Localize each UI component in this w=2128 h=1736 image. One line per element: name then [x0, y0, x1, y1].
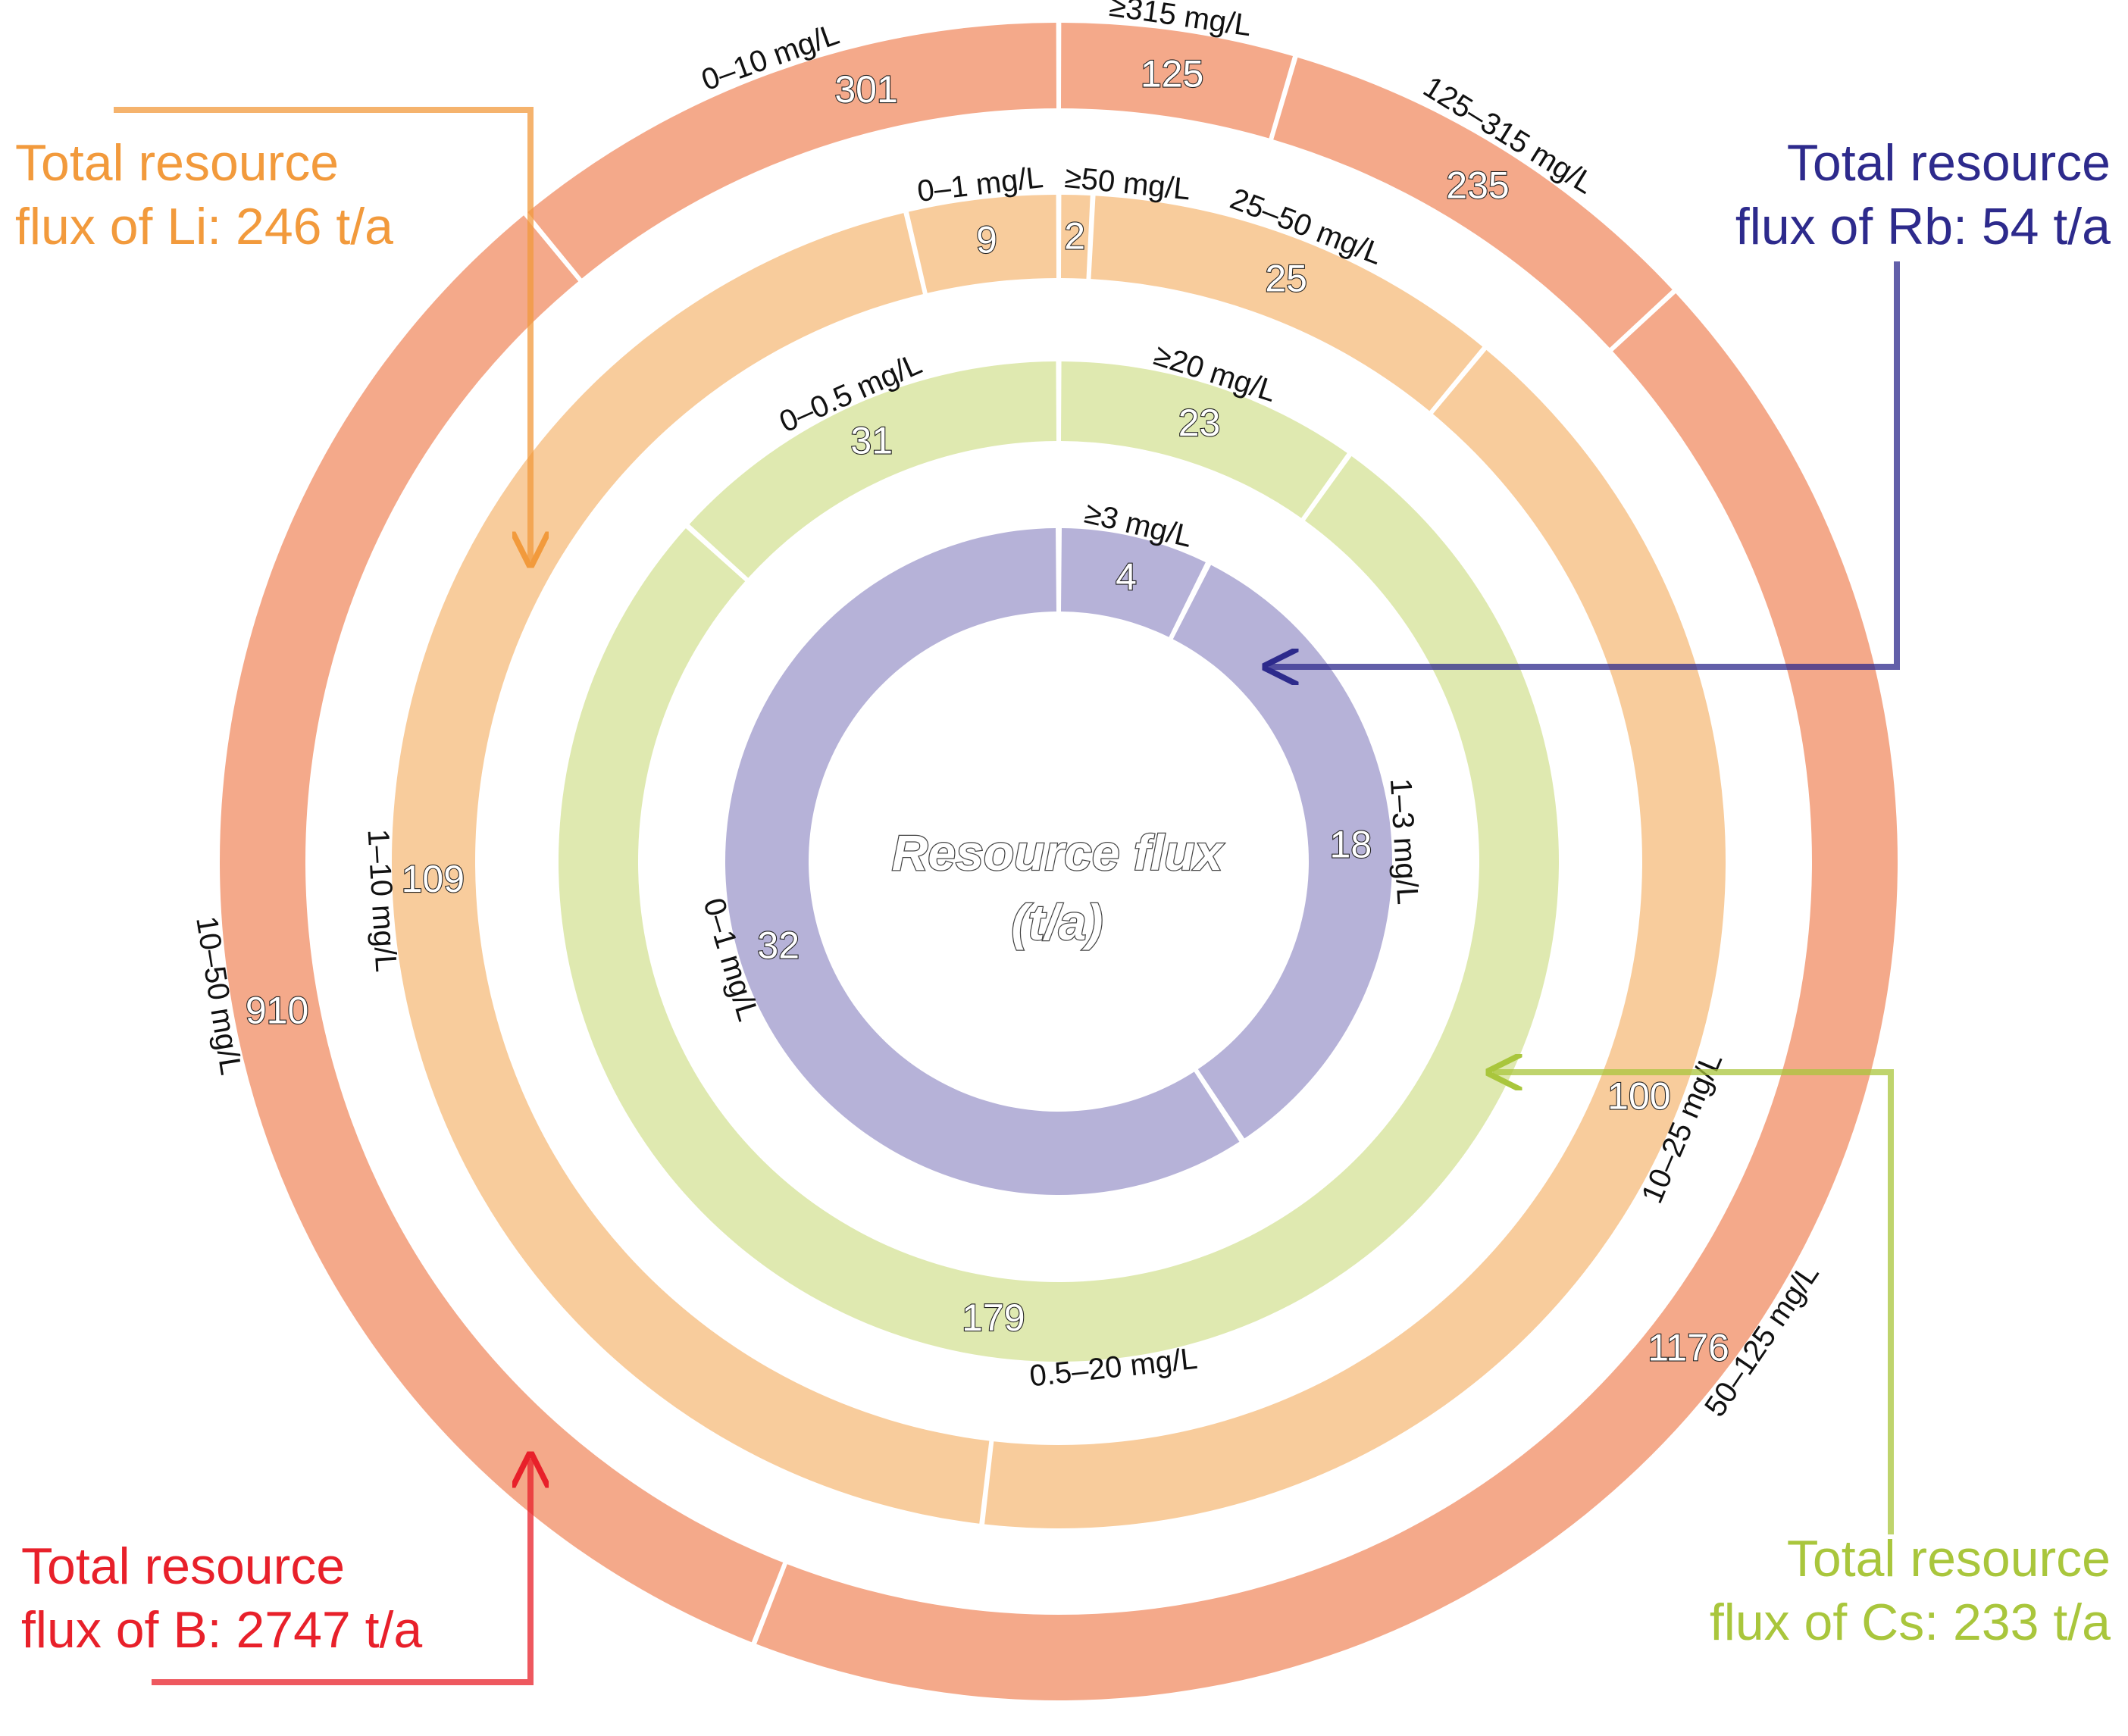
segment-cs-20-mg-l: [1061, 361, 1347, 518]
value-li-0-1-mg-l: 9: [976, 218, 997, 261]
range-label-rb-1-3-mg-l: 1–3 mg/L: [1384, 777, 1425, 906]
value-b-50-125-mg-l: 1176: [1648, 1327, 1729, 1369]
segment-b-0-10-mg-l: [527, 23, 1056, 279]
annotations-layer: Total resource flux of Li: 246 t/a Total r…: [15, 134, 2111, 1659]
value-b-315-mg-l: 125: [1141, 53, 1203, 95]
arrow-b: [152, 1459, 530, 1685]
value-rb-0-1-mg-l: 32: [757, 924, 800, 967]
value-rb-1-3-mg-l: 18: [1330, 824, 1372, 866]
segment-b-10-50-mg-l: [219, 215, 784, 1643]
segment-cs-0-0-5-mg-l: [689, 361, 1056, 578]
value-b-10-50-mg-l: 910: [246, 990, 308, 1032]
center-title-line-2: (t/a): [1012, 894, 1103, 950]
rings-layer: [219, 23, 1898, 1701]
segment-rb-0-1-mg-l: [724, 528, 1240, 1195]
value-li-1-10-mg-l: 109: [402, 858, 465, 900]
annotation-li-line-1: Total resource: [15, 134, 339, 192]
range-label-li-1-10-mg-l: 1–10 mg/L: [361, 828, 402, 973]
segment-li-0-1-mg-l: [909, 195, 1056, 293]
segment-rb-3-mg-l: [1061, 528, 1206, 637]
arrows-layer: [114, 107, 1900, 1685]
value-li-25-50-mg-l: 25: [1265, 257, 1307, 299]
annotation-li-line-2: flux of Li: 246 t/a: [15, 198, 393, 255]
ring-b: [219, 23, 1898, 1701]
arrow-cs: [1493, 1072, 1894, 1534]
value-li-10-25-mg-l: 100: [1607, 1074, 1670, 1117]
value-cs-0-5-20-mg-l: 179: [962, 1297, 1025, 1339]
value-b-125-315-mg-l: 235: [1446, 164, 1509, 206]
ring-rb: [724, 528, 1392, 1195]
annotation-b-line-1: Total resource: [21, 1537, 345, 1595]
segment-li-25-50-mg-l: [1091, 195, 1483, 411]
annotation-cs-line-2: flux of Cs: 233 t/a: [1710, 1594, 2111, 1651]
annotation-rb-line-1: Total resource: [1787, 134, 2111, 192]
segment-li-50-mg-l: [1061, 195, 1091, 279]
value-cs-20-mg-l: 23: [1178, 402, 1221, 444]
arrow-rb: [1269, 261, 1900, 667]
arrow-li: [114, 107, 530, 561]
segment-b-315-mg-l: [1061, 23, 1294, 139]
value-li-50-mg-l: 2: [1064, 214, 1085, 257]
annotation-b-line-2: flux of B: 2747 t/a: [21, 1601, 422, 1659]
annotation-cs-line-1: Total resource: [1787, 1530, 2111, 1587]
segment-b-125-315-mg-l: [1273, 57, 1673, 349]
annotation-rb-line-2: flux of Rb: 54 t/a: [1735, 198, 2111, 255]
value-cs-0-0-5-mg-l: 31: [850, 419, 893, 461]
segment-li-10-25-mg-l: [984, 349, 1726, 1528]
segment-rb-1-3-mg-l: [1172, 565, 1392, 1139]
ring-cs: [558, 361, 1559, 1362]
value-rb-3-mg-l: 4: [1116, 555, 1137, 598]
value-b-0-10-mg-l: 301: [834, 68, 897, 111]
center-title-line-1: Resource flux: [892, 824, 1225, 881]
